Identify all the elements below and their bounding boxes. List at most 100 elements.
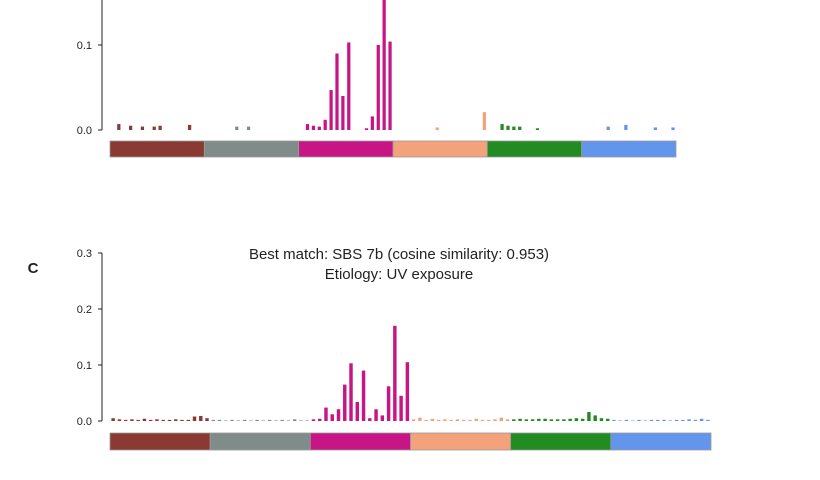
bar	[335, 53, 339, 130]
bar	[364, 128, 369, 130]
bar	[117, 124, 121, 130]
bar	[587, 412, 591, 421]
bar	[393, 325, 397, 421]
bar	[349, 363, 353, 421]
bar	[482, 112, 486, 130]
bar	[130, 419, 134, 421]
bar	[574, 418, 579, 421]
bar	[662, 419, 666, 421]
bar	[355, 401, 359, 421]
bar	[249, 420, 253, 421]
bar	[455, 419, 460, 421]
bar	[129, 125, 133, 130]
bar	[474, 418, 478, 421]
bar	[261, 420, 266, 421]
panel-label: C	[28, 260, 39, 277]
bar	[148, 419, 153, 421]
category-strip-ctot	[298, 140, 394, 158]
bar	[317, 126, 321, 130]
bar	[211, 419, 216, 421]
bar	[653, 127, 657, 130]
bar	[461, 419, 466, 421]
bar	[343, 384, 347, 421]
bar	[681, 419, 685, 421]
bar	[140, 126, 145, 130]
bar	[305, 124, 310, 130]
bar	[505, 419, 510, 421]
bar	[136, 419, 140, 421]
bar	[347, 42, 351, 131]
bar	[399, 395, 403, 421]
bar	[637, 419, 641, 421]
bar	[255, 419, 259, 421]
bar	[512, 126, 516, 130]
y-tick-label: 0.2	[77, 304, 92, 316]
y-tick-label: 0.1	[77, 40, 92, 52]
bar	[671, 127, 675, 130]
bar	[323, 119, 327, 130]
bar	[318, 418, 322, 421]
bar	[311, 125, 316, 130]
bar	[336, 409, 341, 421]
bar	[649, 419, 654, 421]
category-strip-ttoa	[392, 140, 488, 158]
chart-title: Best match: SBS 7b (cosine similarity: 0…	[249, 246, 549, 263]
bar	[292, 419, 297, 421]
bar	[235, 126, 239, 130]
category-strip-ttog	[581, 140, 677, 158]
bar	[599, 418, 604, 421]
bar	[518, 418, 522, 421]
chart-subtitle: Etiology: UV exposure	[325, 266, 473, 283]
bar	[161, 419, 165, 421]
panel-top-chart: 0.0 0.1	[77, 0, 677, 158]
category-strip-ttoa	[410, 432, 512, 451]
category-strip-ctog	[209, 432, 311, 451]
bar	[186, 419, 190, 421]
y-tick-label: 0.3	[77, 248, 92, 260]
category-strip-ctot	[309, 432, 411, 451]
bar	[568, 418, 572, 421]
bar	[562, 419, 566, 421]
category-strip-ctoa	[109, 140, 205, 158]
bar	[555, 419, 560, 421]
bar	[443, 419, 447, 421]
bar	[436, 419, 441, 421]
bar	[382, 0, 386, 131]
bar	[111, 418, 115, 421]
bar	[286, 420, 291, 421]
bar	[487, 419, 491, 421]
bar	[205, 418, 209, 421]
bar	[376, 45, 380, 130]
bar	[612, 419, 616, 421]
category-strip-ttoc	[486, 140, 583, 158]
bar	[530, 419, 535, 421]
bar	[388, 41, 392, 130]
bar	[152, 126, 156, 130]
bar	[242, 419, 247, 421]
category-strip-ttog	[610, 432, 712, 451]
bar	[299, 420, 303, 421]
bar	[230, 419, 234, 421]
y-tick-label: 0.0	[77, 125, 92, 137]
bar	[405, 362, 410, 421]
y-tick-label: 0.1	[77, 360, 92, 372]
bar	[605, 418, 610, 421]
category-strip-ctoa	[109, 432, 211, 451]
bar	[506, 125, 510, 130]
bar	[386, 386, 391, 421]
bar	[274, 420, 278, 421]
bar	[435, 127, 439, 130]
bar	[643, 420, 647, 421]
bar	[631, 420, 635, 421]
panel-c-chart: 0.0 0.1 0.2 0.3 C Best match: SBS 7b (cosine …	[28, 246, 712, 451]
bar	[217, 419, 222, 421]
bar	[374, 409, 378, 421]
bar	[236, 420, 241, 421]
bar	[493, 419, 497, 421]
bar	[311, 419, 316, 421]
bar	[624, 124, 628, 130]
bar	[187, 124, 192, 130]
bar	[142, 418, 147, 421]
bar	[606, 126, 610, 130]
